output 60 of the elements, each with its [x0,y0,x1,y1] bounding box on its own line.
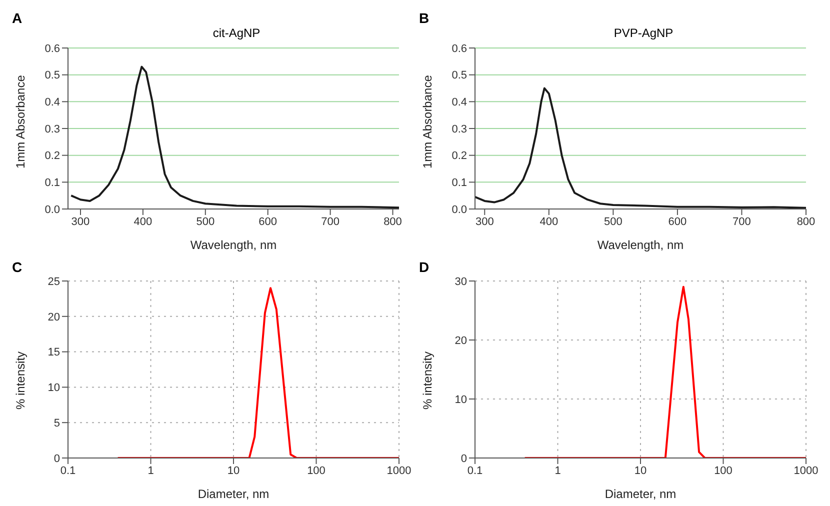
x-tick-label: 1 [148,464,154,477]
x-axis-title: Diameter, nm [604,487,676,501]
x-tick-label: 300 [71,216,90,228]
y-tick-label: 0.2 [44,150,60,162]
x-tick-label: 0.1 [467,464,483,477]
line-series [70,66,399,209]
x-tick-label: 500 [604,216,622,228]
y-tick-label: 25 [48,276,60,288]
y-tick-label: 30 [454,276,467,288]
x-tick-label: 800 [384,216,402,228]
y-tick-label: 0.3 [452,123,467,136]
y-axis-title: 1mm Absorbance [420,74,434,168]
y-tick-label: 0.6 [44,42,60,55]
x-tick-label: 1 [554,464,561,477]
text: D [419,259,430,275]
y-tick-label: 0.0 [44,204,60,216]
y-tick-label: 15 [48,346,60,359]
y-tick-label: 0.4 [44,96,60,109]
y-tick-label: 0.0 [452,204,467,216]
x-tick-label: 400 [134,216,152,228]
chart-title: PVP-AgNP [612,26,674,40]
chart-title: cit-AgNP [212,26,262,40]
y-tick-label: 0.1 [452,177,467,190]
x-tick-label: 500 [196,216,215,228]
x-tick-label: 1000 [386,464,412,477]
x-tick-label: 800 [796,216,816,228]
x-tick-label: 300 [475,216,494,228]
text: C [12,259,22,275]
x-tick-label: 700 [321,216,340,228]
y-tick-label: 5 [54,418,60,430]
y-tick-label: 0 [54,452,60,465]
x-tick-label: 600 [258,216,278,228]
y-tick-label: 0.5 [44,70,60,82]
x-tick-label: 600 [668,216,687,228]
x-tick-label: 400 [540,216,558,228]
y-tick-label: 10 [48,382,60,394]
x-tick-label: 700 [732,216,751,228]
y-tick-label: 20 [48,311,60,324]
x-axis-title: Diameter, nm [198,487,270,501]
x-tick-label: 10 [634,464,647,477]
x-axis-title: Wavelength, nm [190,238,277,252]
y-tick-label: 0.1 [44,177,60,190]
y-tick-label: 0.6 [452,42,467,55]
x-axis-title: Wavelength, nm [597,238,684,252]
y-axis-title: 1mm Absorbance [13,74,28,168]
y-tick-label: 0 [460,452,467,465]
x-tick-label: 10 [227,464,240,477]
y-tick-label: 0.5 [452,70,467,82]
y-tick-label: 10 [454,394,467,406]
y-tick-label: 0.2 [452,150,467,162]
text: B [419,10,430,26]
y-tick-label: 0.3 [44,123,60,136]
y-tick-label: 0.4 [452,96,467,109]
x-tick-label: 100 [714,464,732,477]
x-tick-label: 1000 [794,464,818,477]
x-tick-label: 100 [307,464,326,477]
y-axis-title: % intensity [420,351,434,410]
y-axis-title: % intensity [13,351,28,410]
y-tick-label: 20 [454,334,467,347]
text: A [12,10,22,26]
